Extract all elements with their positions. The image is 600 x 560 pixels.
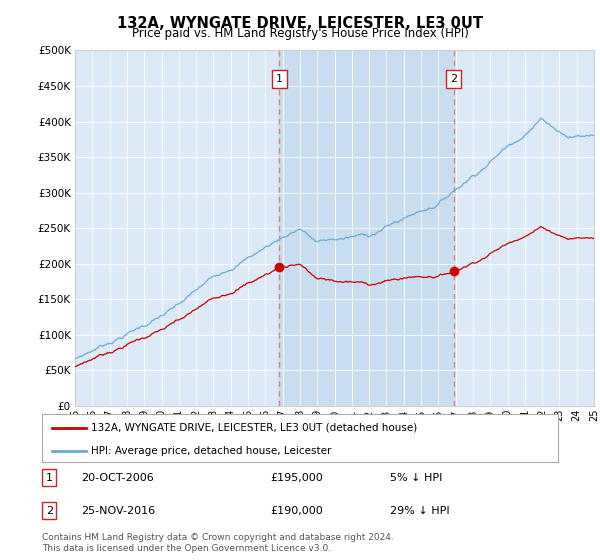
Text: 29% ↓ HPI: 29% ↓ HPI [390,506,449,516]
Text: HPI: Average price, detached house, Leicester: HPI: Average price, detached house, Leic… [91,446,331,456]
Text: 2: 2 [46,506,53,516]
Text: 2: 2 [451,74,457,84]
Text: 132A, WYNGATE DRIVE, LEICESTER, LE3 0UT: 132A, WYNGATE DRIVE, LEICESTER, LE3 0UT [117,16,483,31]
Text: Contains HM Land Registry data © Crown copyright and database right 2024.
This d: Contains HM Land Registry data © Crown c… [42,533,394,553]
Bar [279,50,454,406]
Text: 25-NOV-2016: 25-NOV-2016 [81,506,155,516]
Text: 132A, WYNGATE DRIVE, LEICESTER, LE3 0UT (detached house): 132A, WYNGATE DRIVE, LEICESTER, LE3 0UT … [91,423,417,433]
Text: 5% ↓ HPI: 5% ↓ HPI [390,473,442,483]
Text: 1: 1 [275,74,283,84]
Text: 20-OCT-2006: 20-OCT-2006 [81,473,154,483]
Text: £195,000: £195,000 [270,473,323,483]
Text: 1: 1 [46,473,53,483]
Text: Price paid vs. HM Land Registry's House Price Index (HPI): Price paid vs. HM Land Registry's House … [131,27,469,40]
Text: £190,000: £190,000 [270,506,323,516]
